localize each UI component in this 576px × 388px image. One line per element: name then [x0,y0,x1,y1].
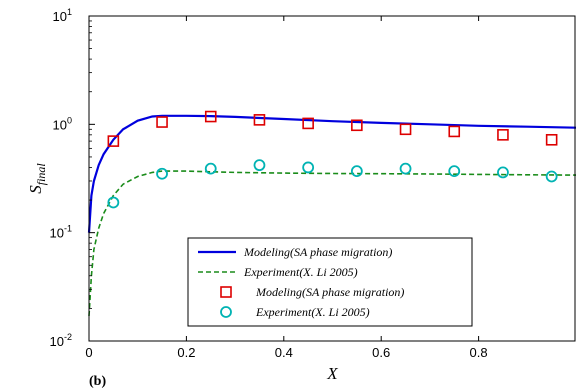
tick-layer: 0 0.2 0.4 0.6 0.8 10-2 10-1 100 101 [50,7,488,360]
y-tick-label: 10-2 [50,332,72,349]
data-point-circle [156,167,168,180]
data-point-square [545,133,558,146]
panel-label: (b) [89,374,106,388]
data-point-square [156,116,168,128]
series-line-1 [88,170,576,317]
x-axis-label: X [326,364,338,383]
data-point-circle [350,165,363,178]
data-point-circle [302,161,315,174]
data-point-circle [204,162,217,175]
data-point-circle [107,196,120,209]
data-point-square [204,110,217,123]
x-tick-label: 0.6 [372,345,390,360]
data-point-square [448,125,461,138]
data-point-circle [448,165,461,178]
legend-swatch-square [220,286,232,298]
y-tick-label: 101 [53,7,72,24]
data-point-square [107,135,120,147]
data-point-square [302,117,314,130]
data-point-circle [253,159,266,172]
legend-label: Modeling(SA phase migration) [255,285,404,299]
data-point-circle [545,170,558,183]
y-tick-label: 10-1 [50,224,72,241]
y-axis-label-sub: final [34,163,48,186]
legend-label: Modeling(SA phase migration) [243,245,392,259]
data-point-circle [497,166,509,179]
y-tick-label: 100 [53,115,72,132]
legend-swatch-circle [220,306,232,318]
x-tick-label: 0 [85,345,92,360]
x-tick-label: 0.8 [470,345,488,360]
plot-frame [88,15,576,342]
series-layer [87,110,576,317]
data-point-square [497,129,509,141]
legend-label: Experiment(X. Li 2005) [243,265,358,279]
data-point-square [351,119,363,132]
data-point-square [253,114,266,126]
y-axis-label-main: S [26,185,45,194]
y-axis-label: Sfinal [26,163,48,194]
label-layer: X Sfinal (b) [26,163,338,388]
legend-label: Experiment(X. Li 2005) [255,305,370,319]
x-tick-label: 0.2 [177,345,195,360]
data-point-circle [399,162,412,175]
series-line-0 [87,114,576,233]
x-tick-label: 0.4 [275,345,293,360]
legend: Modeling(SA phase migration) Experiment(X… [187,237,473,327]
data-point-square [399,123,412,136]
